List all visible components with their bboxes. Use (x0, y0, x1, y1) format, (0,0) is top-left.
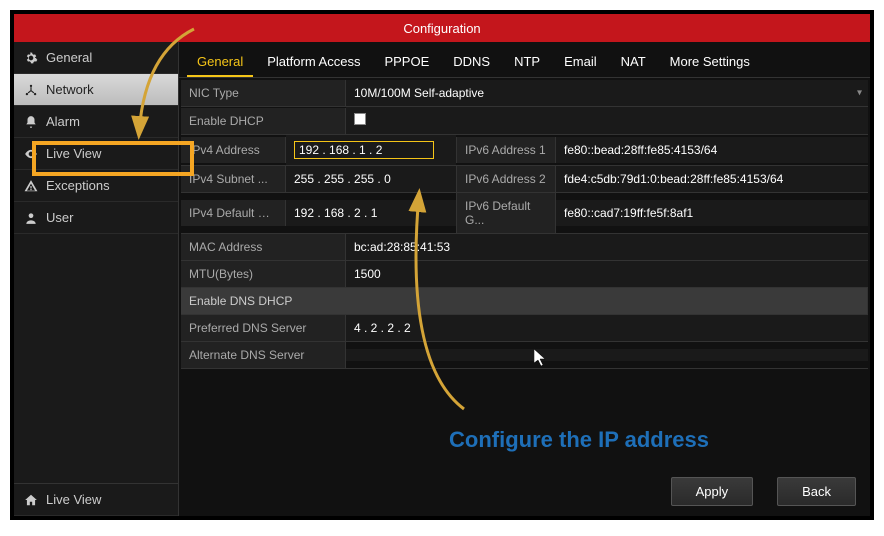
ipv4-gateway-label: IPv4 Default G... (181, 200, 286, 226)
sidebar-item-general[interactable]: General (14, 42, 178, 74)
sidebar-item-exceptions[interactable]: Exceptions (14, 170, 178, 202)
pref-dns-label: Preferred DNS Server (181, 315, 346, 341)
tab-bar: General Platform Access PPPOE DDNS NTP E… (179, 42, 870, 78)
mtu-input[interactable]: 1500 (346, 261, 868, 287)
tab-pppoe[interactable]: PPPOE (374, 48, 439, 77)
bell-icon (24, 115, 38, 129)
sidebar-item-label: Live View (46, 146, 101, 161)
sidebar-item-label: Alarm (46, 114, 80, 129)
sidebar-item-user[interactable]: User (14, 202, 178, 234)
ipv6-gateway-value: fe80::cad7:19ff:fe5f:8af1 (556, 200, 868, 226)
tab-email[interactable]: Email (554, 48, 607, 77)
ipv6-address1-value: fe80::bead:28ff:fe85:4153/64 (556, 137, 868, 163)
nic-type-select[interactable]: 10M/100M Self-adaptive ▾ (346, 80, 868, 106)
sidebar: General Network Alarm Live View Exceptio… (14, 42, 179, 516)
back-button[interactable]: Back (777, 477, 856, 506)
mac-address-label: MAC Address (181, 234, 346, 260)
network-icon (24, 83, 38, 97)
enable-dhcp-cell (346, 107, 868, 134)
sidebar-item-label: General (46, 50, 92, 65)
ipv4-subnet-label: IPv4 Subnet ... (181, 166, 286, 192)
annotation-text: Configure the IP address (449, 427, 709, 453)
window-frame: Configuration General Network Alarm Live… (10, 10, 874, 520)
tab-more-settings[interactable]: More Settings (660, 48, 760, 77)
ipv4-address-value: 192 . 168 . 1 . 2 (294, 141, 434, 159)
sidebar-footer-liveview[interactable]: Live View (14, 483, 178, 516)
ipv4-address-label: IPv4 Address (181, 137, 286, 163)
enable-dhcp-label: Enable DHCP (181, 108, 346, 134)
enable-dhcp-checkbox[interactable] (354, 113, 366, 125)
title-bar: Configuration (14, 14, 870, 42)
content-panel: General Platform Access PPPOE DDNS NTP E… (179, 42, 870, 516)
pref-dns-input[interactable]: 4 . 2 . 2 . 2 (346, 315, 868, 341)
nic-type-value: 10M/100M Self-adaptive (354, 86, 484, 100)
mtu-label: MTU(Bytes) (181, 261, 346, 287)
eye-icon (24, 147, 38, 161)
ipv6-address2-label: IPv6 Address 2 (456, 166, 556, 192)
sidebar-item-label: User (46, 210, 73, 225)
dns-dhcp-label: Enable DNS DHCP (181, 288, 868, 314)
form-area: NIC Type 10M/100M Self-adaptive ▾ Enable… (179, 78, 870, 371)
tab-platform-access[interactable]: Platform Access (257, 48, 370, 77)
tab-ntp[interactable]: NTP (504, 48, 550, 77)
mac-address-value: bc:ad:28:85:41:53 (346, 234, 868, 260)
sidebar-item-label: Exceptions (46, 178, 110, 193)
ipv4-address-input[interactable]: 192 . 168 . 1 . 2 (286, 135, 456, 165)
window-title: Configuration (403, 21, 480, 36)
ipv6-address1-label: IPv6 Address 1 (456, 137, 556, 163)
sidebar-item-liveview[interactable]: Live View (14, 138, 178, 170)
alt-dns-input[interactable] (346, 349, 868, 361)
alt-dns-label: Alternate DNS Server (181, 342, 346, 368)
chevron-down-icon: ▾ (857, 88, 862, 99)
warning-icon (24, 179, 38, 193)
ipv4-subnet-input[interactable]: 255 . 255 . 255 . 0 (286, 166, 456, 192)
home-icon (24, 493, 38, 507)
sidebar-item-label: Network (46, 82, 94, 97)
ipv6-address2-value: fde4:c5db:79d1:0:bead:28ff:fe85:4153/64 (556, 166, 868, 192)
ipv4-gateway-input[interactable]: 192 . 168 . 2 . 1 (286, 200, 456, 226)
nic-type-label: NIC Type (181, 80, 346, 106)
tab-nat[interactable]: NAT (611, 48, 656, 77)
sidebar-item-network[interactable]: Network (14, 74, 178, 106)
sidebar-item-alarm[interactable]: Alarm (14, 106, 178, 138)
tab-ddns[interactable]: DDNS (443, 48, 500, 77)
user-icon (24, 211, 38, 225)
ipv6-gateway-label: IPv6 Default G... (456, 193, 556, 233)
apply-button[interactable]: Apply (671, 477, 754, 506)
sidebar-footer-label: Live View (46, 492, 101, 507)
gear-icon (24, 51, 38, 65)
tab-general[interactable]: General (187, 48, 253, 77)
